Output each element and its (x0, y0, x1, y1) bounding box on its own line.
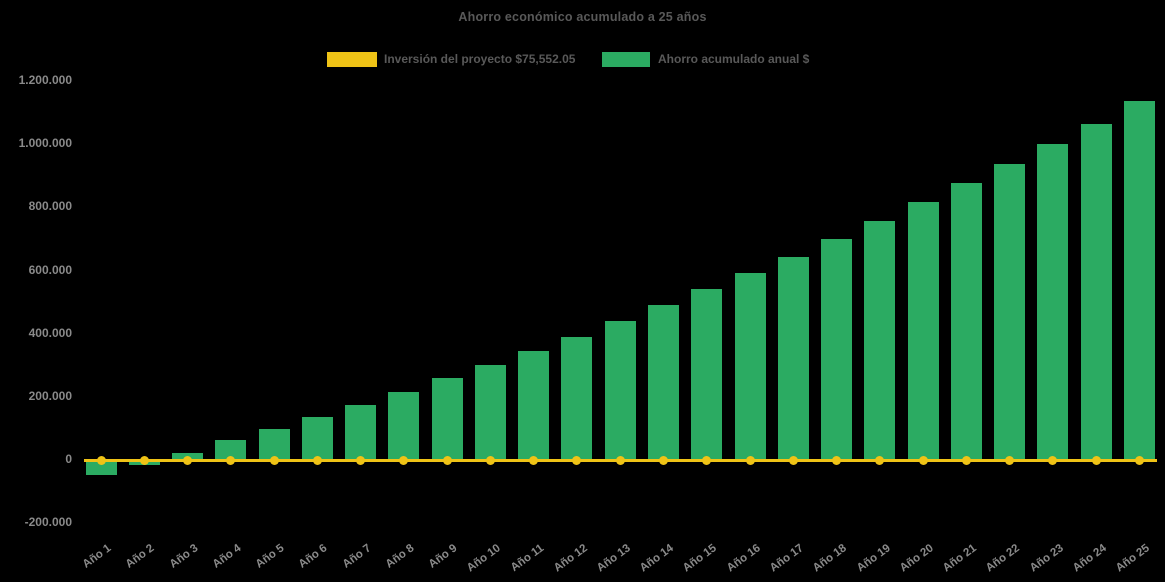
x-axis-category-label: Año 20 (897, 542, 936, 575)
chart-title: Ahorro económico acumulado a 25 años (458, 10, 707, 24)
x-axis-category-label: Año 2 (123, 542, 157, 571)
x-axis-category-label: Año 25 (1113, 542, 1153, 575)
line-marker (529, 456, 539, 465)
line-marker (269, 456, 279, 465)
line-marker (1134, 456, 1144, 465)
savings-swatch (602, 52, 650, 67)
x-axis-category-label: Año 11 (508, 542, 547, 575)
bar[interactable] (604, 321, 636, 460)
line-marker (226, 456, 236, 465)
x-axis-category-label: Año 24 (1070, 542, 1109, 575)
bar[interactable] (734, 273, 766, 460)
x-axis-category-label: Año 12 (551, 542, 590, 575)
x-axis-category-label: Año 9 (426, 542, 460, 571)
bar[interactable] (648, 304, 679, 460)
bar[interactable] (518, 350, 550, 460)
line-marker (96, 456, 106, 465)
x-axis-category-label: Año 7 (340, 542, 374, 571)
x-axis-category-label: Año 6 (296, 542, 330, 571)
x-axis-category-label: Año 8 (383, 542, 417, 571)
y-axis-tick-label: 1.200.000 (18, 73, 72, 88)
bar[interactable] (388, 391, 420, 460)
x-axis-category-label: Año 10 (464, 542, 503, 575)
y-axis-tick-label: 800.000 (28, 199, 72, 214)
line-marker (832, 456, 842, 465)
y-axis-tick-label: 400.000 (28, 325, 72, 340)
bar[interactable] (215, 439, 247, 460)
line-marker (961, 456, 971, 465)
x-axis-category-label: Año 5 (253, 542, 287, 571)
bar[interactable] (431, 378, 463, 460)
bar[interactable] (907, 202, 939, 460)
x-axis-category-label: Año 14 (637, 542, 677, 575)
bar[interactable] (85, 459, 117, 475)
legend-label-savings: Ahorro acumulado anual $ (658, 52, 810, 66)
line-marker (572, 456, 582, 465)
bar[interactable] (821, 239, 853, 460)
x-axis-category-label: Año 22 (984, 542, 1023, 575)
x-axis-category-label: Año 18 (811, 542, 850, 575)
line-marker (485, 456, 495, 465)
line-marker (356, 456, 366, 465)
x-axis-category-label: Año 21 (940, 542, 979, 575)
bar[interactable] (950, 183, 982, 460)
legend-label-investment: Inversión del proyecto $75,552.05 (384, 52, 576, 66)
x-axis-category-label: Año 16 (724, 542, 763, 575)
y-axis-tick-label: 0 (65, 452, 72, 466)
bar[interactable] (474, 364, 506, 460)
bar[interactable] (777, 257, 809, 460)
legend-item-investment[interactable]: Inversión del proyecto $75,552.05 (327, 52, 575, 67)
y-axis-tick-label: 600.000 (28, 262, 72, 277)
investment-swatch (327, 52, 377, 67)
bar[interactable] (1037, 144, 1069, 460)
bar[interactable] (301, 416, 333, 460)
legend-item-savings[interactable]: Ahorro acumulado anual $ (602, 52, 809, 67)
line-marker (659, 456, 668, 465)
line-marker (399, 456, 409, 465)
line-marker (1005, 456, 1015, 465)
line-marker (442, 456, 452, 465)
line-marker (918, 456, 928, 465)
x-axis-category-label: Año 17 (767, 542, 806, 575)
line-marker (312, 456, 322, 465)
x-axis-category-label: Año 4 (210, 542, 244, 571)
line-marker (1091, 456, 1101, 465)
line-marker (183, 456, 193, 465)
x-axis-category-label: Año 15 (681, 542, 720, 575)
bar[interactable] (864, 221, 896, 460)
x-axis-category-label: Año 3 (167, 542, 201, 571)
bar[interactable] (691, 289, 723, 460)
bar[interactable] (561, 336, 593, 460)
line-marker (745, 456, 755, 465)
bar[interactable] (1080, 123, 1112, 460)
line-marker (702, 456, 712, 465)
x-axis-category-label: Año 1 (80, 542, 114, 571)
x-axis-category-label: Año 23 (1027, 542, 1066, 575)
line-marker (139, 456, 149, 465)
y-axis-tick-label: -200.000 (24, 515, 72, 530)
bar[interactable] (258, 428, 290, 460)
x-axis-category-label: Año 13 (594, 542, 633, 575)
line-marker (875, 456, 885, 465)
line-marker (615, 456, 625, 465)
line-marker (788, 456, 798, 465)
y-axis-tick-label: 200.000 (28, 388, 72, 403)
x-axis-category-label: Año 19 (854, 542, 893, 575)
bar[interactable] (1123, 100, 1155, 460)
line-marker (1048, 456, 1058, 465)
y-axis-tick-label: 1.000.000 (18, 136, 72, 151)
bar[interactable] (345, 405, 377, 460)
bar[interactable] (994, 164, 1026, 460)
